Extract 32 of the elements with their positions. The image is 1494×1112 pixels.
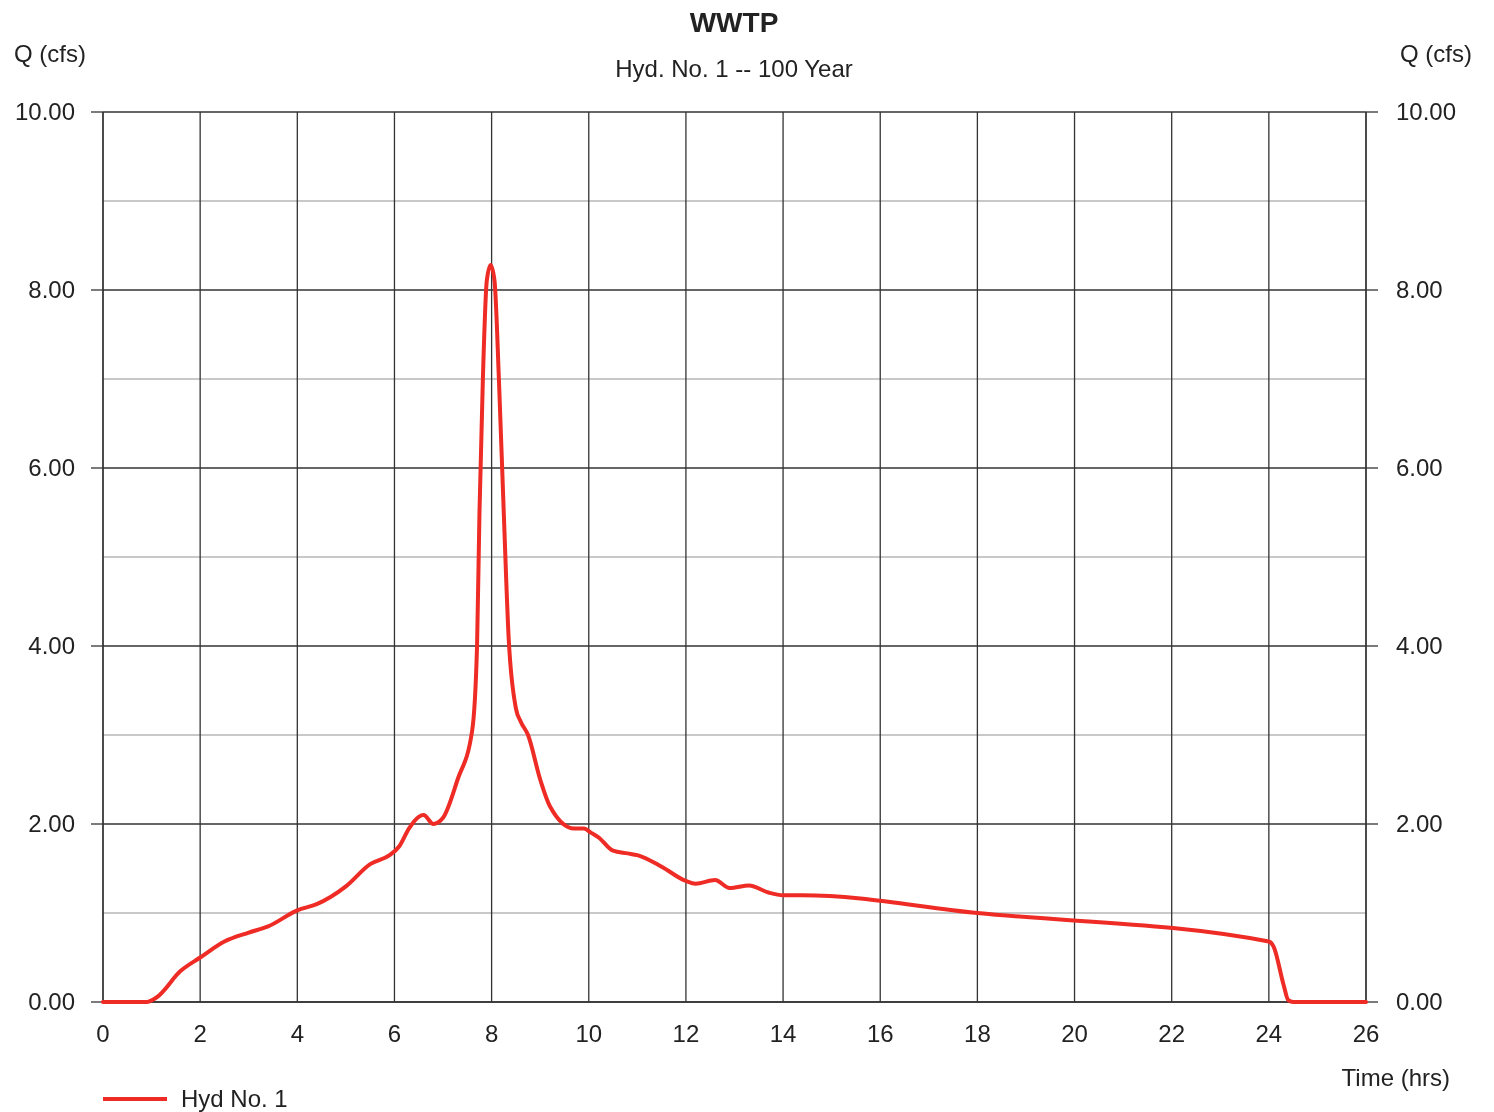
- y2-axis-title: Q (cfs): [1400, 40, 1472, 67]
- chart-subtitle: Hyd. No. 1 -- 100 Year: [615, 55, 853, 82]
- x-tick-label: 10: [575, 1020, 603, 1047]
- y2-tick-label: 0.00: [1396, 988, 1443, 1016]
- x-tick-label: 20: [1061, 1020, 1088, 1047]
- y-tick-label: 2.00: [28, 810, 75, 838]
- x-tick-label: 6: [387, 1020, 402, 1047]
- x-tick-label: 12: [672, 1020, 700, 1047]
- y-tick-label: 0.00: [28, 988, 75, 1016]
- y-tick-label: 8.00: [28, 276, 75, 304]
- y2-tick-label: 2.00: [1396, 810, 1443, 838]
- x-tick-label: 2: [193, 1020, 207, 1047]
- x-tick-label: 18: [964, 1020, 991, 1047]
- y2-tick-label: 10.00: [1396, 98, 1457, 126]
- y2-tick-label: 8.00: [1396, 276, 1443, 304]
- chart-title: WWTP: [689, 7, 779, 38]
- x-tick-label: 26: [1352, 1020, 1380, 1047]
- y2-tick-label: 4.00: [1396, 632, 1443, 660]
- x-tick-label: 0: [96, 1020, 110, 1047]
- x-tick-label: 24: [1255, 1020, 1283, 1047]
- x-axis-title: Time (hrs): [1341, 1064, 1450, 1091]
- y-tick-label: 6.00: [28, 454, 75, 482]
- legend-label: Hyd No. 1: [181, 1085, 288, 1112]
- x-tick-label: 14: [769, 1020, 797, 1047]
- y-axis-title: Q (cfs): [14, 40, 86, 67]
- x-tick-label: 4: [290, 1020, 304, 1047]
- y-tick-label: 10.00: [14, 98, 75, 126]
- y2-tick-label: 6.00: [1396, 454, 1443, 482]
- x-tick-label: 16: [866, 1020, 894, 1047]
- x-tick-label: 8: [484, 1020, 499, 1047]
- y-tick-label: 4.00: [28, 632, 75, 660]
- x-tick-label: 22: [1158, 1020, 1186, 1047]
